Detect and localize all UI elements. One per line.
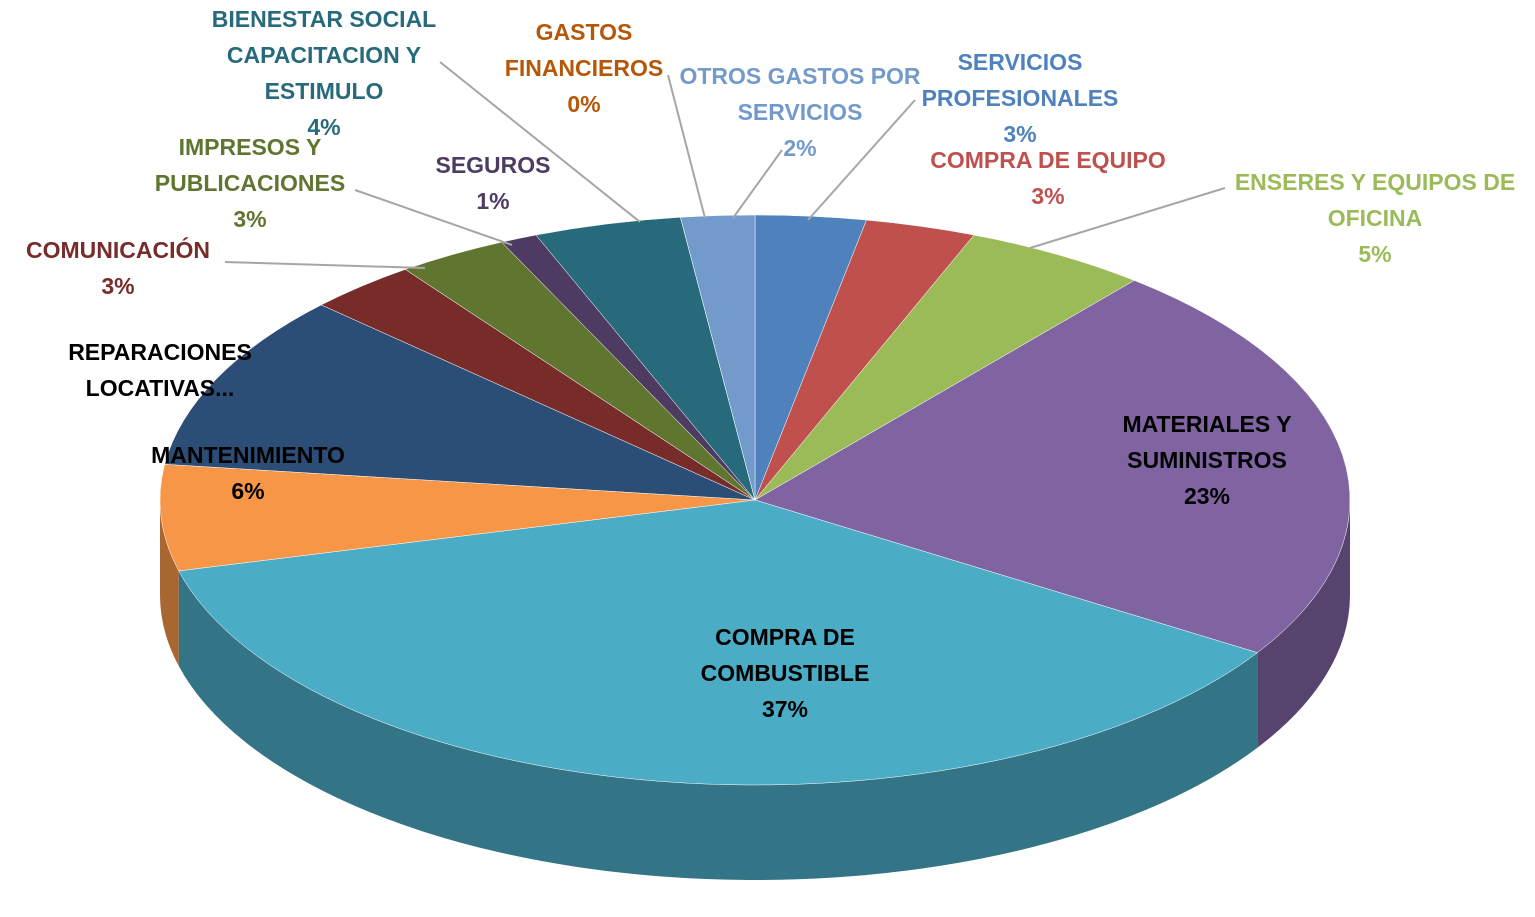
category-label: IMPRESOS Y PUBLICACIONES — [154, 134, 346, 196]
category-label: COMUNICACIÓN — [26, 237, 210, 263]
data-label: ENSERES Y EQUIPOS DE OFICINA 5% — [1215, 164, 1535, 272]
value-label: 1% — [476, 188, 510, 214]
value-label: 37% — [761, 696, 809, 722]
category-label: MATERIALES Y SUMINISTROS — [1122, 411, 1292, 473]
value-label: 2% — [783, 135, 817, 161]
data-label: GASTOS FINANCIEROS 0% — [484, 14, 684, 122]
slice-side — [1257, 500, 1350, 748]
data-label: COMPRA DE COMBUSTIBLE 37% — [675, 619, 895, 727]
slice — [164, 304, 756, 501]
value-label: 5% — [1358, 241, 1392, 267]
category-label: REPARACIONES LOCATIVAS... — [68, 339, 252, 401]
data-label: MANTENIMIENTO 6% — [118, 437, 378, 509]
category-label: SERVICIOS PROFESIONALES — [921, 49, 1119, 111]
category-label: MANTENIMIENTO — [151, 442, 345, 468]
category-label: COMPRA DE EQUIPO — [930, 147, 1166, 173]
value-label: 0% — [567, 91, 601, 117]
data-label: MATERIALES Y SUMINISTROS 23% — [1097, 406, 1317, 514]
leader-line — [1029, 187, 1226, 249]
slice — [178, 499, 1258, 786]
value-label: 3% — [1031, 183, 1065, 209]
category-label: COMPRA DE COMBUSTIBLE — [700, 624, 870, 686]
leader-line — [439, 61, 641, 223]
leader-line — [807, 99, 916, 221]
category-label: BIENESTAR SOCIAL CAPACITACION Y ESTIMULO — [211, 6, 437, 104]
data-label: COMPRA DE EQUIPO 3% — [898, 142, 1198, 214]
value-label: 3% — [101, 273, 135, 299]
value-label: 6% — [231, 478, 265, 504]
leader-line — [667, 74, 706, 219]
slice — [680, 214, 756, 501]
slice-side — [178, 570, 1258, 880]
leader-line — [354, 189, 513, 246]
category-label: ENSERES Y EQUIPOS DE OFICINA — [1234, 169, 1516, 231]
value-label: 3% — [1003, 121, 1037, 147]
data-label: REPARACIONES LOCATIVAS... — [50, 334, 270, 406]
data-label: SEGUROS 1% — [418, 147, 568, 219]
leader-line — [732, 149, 783, 219]
value-label: 4% — [307, 114, 341, 140]
category-label: GASTOS FINANCIEROS — [504, 19, 664, 81]
data-label: COMUNICACIÓN 3% — [0, 232, 238, 304]
value-label: 23% — [1183, 483, 1231, 509]
category-label: SEGUROS — [435, 152, 551, 178]
data-label: BIENESTAR SOCIAL CAPACITACION Y ESTIMULO… — [194, 1, 454, 145]
data-label: IMPRESOS Y PUBLICACIONES 3% — [135, 129, 365, 237]
value-label: 3% — [233, 206, 267, 232]
data-label: OTROS GASTOS POR SERVICIOS 2% — [665, 58, 935, 166]
category-label: OTROS GASTOS POR SERVICIOS — [679, 63, 921, 125]
slice — [159, 464, 756, 572]
data-label: SERVICIOS PROFESIONALES 3% — [910, 44, 1130, 152]
slice — [754, 234, 1135, 501]
slice — [754, 280, 1351, 653]
leader-line — [224, 261, 426, 269]
slice-side — [160, 500, 179, 666]
